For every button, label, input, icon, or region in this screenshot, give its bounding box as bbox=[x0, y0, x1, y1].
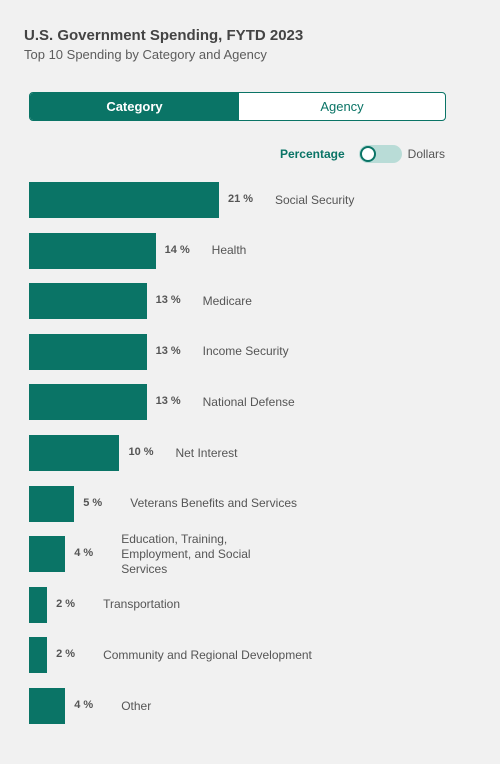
bar-6[interactable] bbox=[29, 485, 75, 522]
category-label-6: Veterans Benefits and Services bbox=[130, 496, 297, 511]
value-label-5: 10 % bbox=[128, 446, 154, 458]
bar-2[interactable] bbox=[29, 283, 147, 320]
value-label-1: 14 % bbox=[164, 243, 190, 256]
bar-1[interactable] bbox=[29, 232, 156, 269]
bar-10[interactable] bbox=[29, 688, 66, 724]
value-label-10: 4 % bbox=[74, 699, 94, 711]
category-label-2: Medicare bbox=[202, 293, 252, 308]
value-label-2: 13 % bbox=[155, 294, 181, 307]
category-label-7: Education, Training, Employment, and Soc… bbox=[121, 531, 251, 576]
toggle-label-dollars[interactable]: Dollars bbox=[407, 147, 445, 161]
category-label-0: Social Security bbox=[275, 192, 355, 207]
page-subtitle: Top 10 Spending by Category and Agency bbox=[24, 47, 267, 62]
toggle-label-percentage[interactable]: Percentage bbox=[279, 147, 345, 161]
toggle-switch[interactable] bbox=[358, 145, 402, 163]
bar-4[interactable] bbox=[29, 384, 147, 421]
tab-agency[interactable]: Agency bbox=[320, 99, 364, 114]
bar-0[interactable] bbox=[29, 182, 219, 218]
category-label-4: National Defense bbox=[202, 394, 295, 409]
value-label-8: 2 % bbox=[56, 597, 76, 610]
category-label-3: Income Security bbox=[202, 344, 289, 359]
bar-5[interactable] bbox=[29, 435, 120, 471]
category-label-10: Other bbox=[121, 698, 152, 713]
category-label-8: Transportation bbox=[103, 597, 181, 612]
value-label-0: 21 % bbox=[228, 193, 254, 205]
bar-7[interactable] bbox=[29, 536, 66, 573]
page-title: U.S. Government Spending, FYTD 2023 bbox=[24, 27, 304, 44]
category-label-5: Net Interest bbox=[175, 445, 238, 460]
category-label-9: Community and Regional Development bbox=[103, 647, 312, 662]
view-tabs: Category Agency bbox=[29, 92, 446, 121]
value-label-9: 2 % bbox=[56, 648, 76, 661]
bar-9[interactable] bbox=[29, 637, 48, 674]
unit-toggle: Percentage Dollars bbox=[280, 145, 445, 163]
bar-8[interactable] bbox=[29, 586, 48, 623]
category-label-1: Health bbox=[211, 243, 247, 258]
value-label-4: 13 % bbox=[155, 395, 181, 408]
value-label-7: 4 % bbox=[74, 547, 94, 560]
toggle-knob[interactable] bbox=[359, 146, 376, 162]
bar-3[interactable] bbox=[29, 333, 147, 370]
tab-category[interactable]: Category bbox=[30, 93, 239, 120]
value-label-6: 5 % bbox=[83, 496, 103, 509]
value-label-3: 13 % bbox=[155, 344, 181, 357]
chart-header: U.S. Government Spending, FYTD 2023 Top … bbox=[24, 26, 303, 63]
